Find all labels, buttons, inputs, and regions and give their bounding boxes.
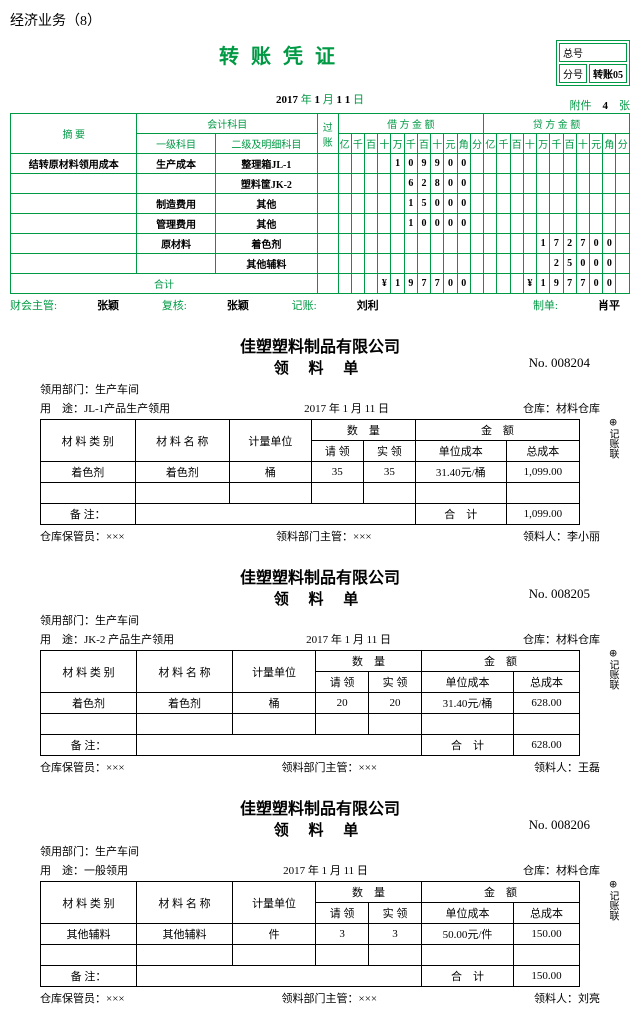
total-value: 150.00 bbox=[514, 966, 580, 987]
h-credit: 贷 方 金 额 bbox=[484, 114, 630, 134]
keeper: 仓库保管员：××× bbox=[40, 528, 125, 544]
receiver: 领料人：李小丽 bbox=[523, 528, 600, 544]
voucher-signatures: 财会主管:张颖 复核:张颖 记账:刘利 制单:肖平 bbox=[10, 297, 630, 313]
slip-row bbox=[41, 714, 580, 735]
company-name: 佳塑塑料制品有限公司 bbox=[10, 795, 630, 819]
use: 用 途：JK-2 产品生产领用 bbox=[40, 631, 174, 647]
h-sub2: 二级及明细科目 bbox=[215, 134, 317, 154]
voucher-table: 摘 要 会计科目 过账 借 方 金 额 贷 方 金 额 一级科目 二级及明细科目… bbox=[10, 113, 630, 294]
transfer-voucher: 总号 分号转账05 转账凭证 2017 年 1 月 1 1 日 附件 4 张 摘… bbox=[10, 40, 630, 313]
company-name: 佳塑塑料制品有限公司 bbox=[10, 564, 630, 588]
slip-table: 材 料 类 别材 料 名 称计量单位数 量金 额 请 领实 领单位成本总成本 其… bbox=[40, 881, 580, 987]
total-label: 合 计 bbox=[421, 966, 513, 987]
h-debit: 借 方 金 额 bbox=[338, 114, 484, 134]
dept: 领用部门：生产车间 bbox=[40, 381, 139, 397]
slip-row: 着色剂着色剂桶202031.40元/桶628.00 bbox=[41, 693, 580, 714]
voucher-row: 管理费用其他10000 bbox=[11, 214, 630, 234]
side-label: ⊕ 记账联 bbox=[605, 649, 620, 690]
slip-row bbox=[41, 945, 580, 966]
num-sub-label: 分号 bbox=[559, 64, 587, 83]
slip-date: 2017 年 1 月 11 日 bbox=[304, 400, 389, 416]
voucher-title: 转账凭证 bbox=[10, 40, 630, 69]
warehouse: 仓库：材料仓库 bbox=[523, 400, 600, 416]
h-summary: 摘 要 bbox=[11, 114, 137, 154]
slip-number: No. 008205 bbox=[529, 586, 590, 602]
receiver: 领料人：王磊 bbox=[534, 759, 600, 775]
supervisor: 领料部门主管：××× bbox=[276, 528, 372, 544]
slip-date: 2017 年 1 月 11 日 bbox=[283, 862, 368, 878]
page-title: 经济业务（8） bbox=[10, 10, 630, 30]
voucher-row: 塑料筐JK-262800 bbox=[11, 174, 630, 194]
voucher-row: 其他辅料25000 bbox=[11, 254, 630, 274]
side-label: ⊕ 记账联 bbox=[605, 880, 620, 921]
attachment-count: 附件 4 张 bbox=[570, 97, 631, 113]
total-value: 628.00 bbox=[514, 735, 580, 756]
note-label: 备 注： bbox=[41, 735, 137, 756]
total-label: 合 计 bbox=[421, 735, 513, 756]
material-slip: 佳塑塑料制品有限公司 领 料 单 No. 008206 领用部门：生产车间 用 … bbox=[10, 795, 630, 1006]
total-label: 合 计 bbox=[415, 504, 506, 525]
h-sub1: 一级科目 bbox=[137, 134, 215, 154]
voucher-number-box: 总号 分号转账05 bbox=[556, 40, 630, 86]
num-total: 总号 bbox=[559, 43, 627, 62]
supervisor: 领料部门主管：××× bbox=[282, 990, 378, 1006]
slip-table: 材 料 类 别材 料 名 称计量单位数 量金 额 请 领实 领单位成本总成本 着… bbox=[40, 419, 580, 525]
total-value: 1,099.00 bbox=[506, 504, 579, 525]
company-name: 佳塑塑料制品有限公司 bbox=[10, 333, 630, 357]
warehouse: 仓库：材料仓库 bbox=[523, 631, 600, 647]
voucher-date: 2017 年 1 月 1 1 日 bbox=[10, 91, 630, 107]
receiver: 领料人：刘亮 bbox=[534, 990, 600, 1006]
note-label: 备 注： bbox=[41, 966, 137, 987]
warehouse: 仓库：材料仓库 bbox=[523, 862, 600, 878]
voucher-row: 结转原材料领用成本生产成本整理箱JL-1109900 bbox=[11, 154, 630, 174]
supervisor: 领料部门主管：××× bbox=[282, 759, 378, 775]
slip-number: No. 008206 bbox=[529, 817, 590, 833]
slip-number: No. 008204 bbox=[529, 355, 590, 371]
use: 用 途：JL-1产品生产领用 bbox=[40, 400, 170, 416]
note-label: 备 注： bbox=[41, 504, 136, 525]
slip-table: 材 料 类 别材 料 名 称计量单位数 量金 额 请 领实 领单位成本总成本 着… bbox=[40, 650, 580, 756]
voucher-row: 原材料着色剂172700 bbox=[11, 234, 630, 254]
use: 用 途：一般领用 bbox=[40, 862, 128, 878]
slip-row: 着色剂着色剂桶353531.40元/桶1,099.00 bbox=[41, 462, 580, 483]
dept: 领用部门：生产车间 bbox=[40, 612, 139, 628]
slip-row: 其他辅料其他辅料件3350.00元/件150.00 bbox=[41, 924, 580, 945]
keeper: 仓库保管员：××× bbox=[40, 759, 125, 775]
dept: 领用部门：生产车间 bbox=[40, 843, 139, 859]
slip-row bbox=[41, 483, 580, 504]
voucher-total: 合计¥197700¥197700 bbox=[11, 274, 630, 294]
voucher-row: 制造费用其他15000 bbox=[11, 194, 630, 214]
h-pass: 过账 bbox=[318, 114, 338, 154]
material-slip: 佳塑塑料制品有限公司 领 料 单 No. 008205 领用部门：生产车间 用 … bbox=[10, 564, 630, 775]
material-slip: 佳塑塑料制品有限公司 领 料 单 No. 008204 领用部门：生产车间 用 … bbox=[10, 333, 630, 544]
keeper: 仓库保管员：××× bbox=[40, 990, 125, 1006]
slip-date: 2017 年 1 月 11 日 bbox=[306, 631, 391, 647]
side-label: ⊕ 记账联 bbox=[605, 418, 620, 459]
h-subject: 会计科目 bbox=[137, 114, 318, 134]
num-sub-value: 转账05 bbox=[589, 64, 627, 83]
